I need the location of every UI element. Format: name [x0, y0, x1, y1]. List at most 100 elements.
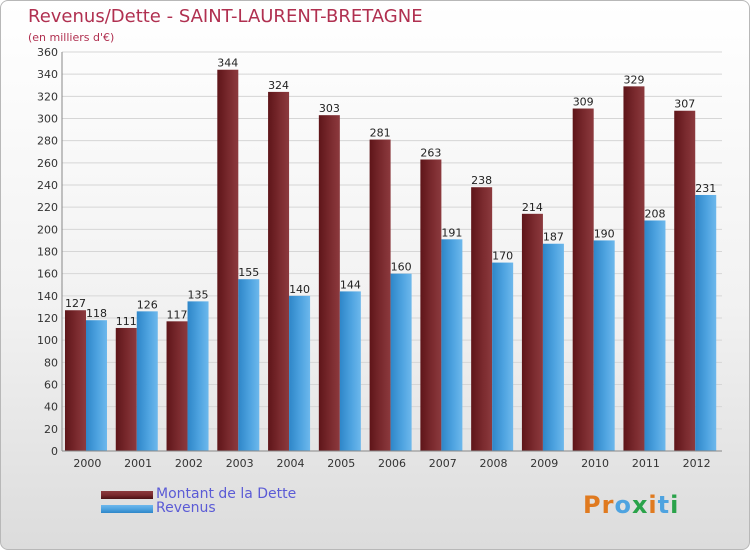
data-label-dette: 324: [268, 79, 289, 92]
y-tick-label: 220: [37, 201, 58, 214]
logo-letter: x: [631, 491, 649, 519]
data-label-dette: 263: [420, 147, 441, 160]
data-label-revenus: 231: [695, 182, 716, 195]
proxiti-logo[interactable]: Proxiti: [583, 491, 679, 519]
data-label-dette: 303: [319, 102, 340, 115]
y-tick-label: 0: [51, 445, 58, 458]
bar-dette: [471, 187, 493, 451]
logo-letter: i: [670, 491, 680, 519]
bar-dette: [674, 110, 696, 451]
bar-dette: [166, 321, 188, 451]
bar-dette: [623, 86, 645, 451]
data-label-dette: 238: [471, 174, 492, 187]
x-tick-label: 2005: [327, 457, 355, 470]
legend-swatch-dette: [101, 491, 153, 499]
y-tick-label: 340: [37, 68, 58, 81]
logo-letter: o: [614, 491, 632, 519]
y-tick-label: 240: [37, 179, 58, 192]
y-tick-label: 200: [37, 223, 58, 236]
y-tick-label: 300: [37, 113, 58, 126]
x-tick-label: 2006: [378, 457, 406, 470]
bar-revenus: [542, 243, 564, 451]
data-label-dette: 117: [167, 308, 188, 321]
logo-letter: t: [657, 491, 671, 519]
data-label-dette: 214: [522, 201, 543, 214]
data-label-revenus: 126: [137, 298, 158, 311]
x-tick-label: 2007: [429, 457, 457, 470]
data-label-revenus: 135: [188, 288, 209, 301]
bar-revenus: [187, 301, 209, 451]
y-tick-label: 160: [37, 268, 58, 281]
logo-letter: P: [583, 491, 602, 519]
y-axis: 0 20 40 60 80 100 120 140 160 180 200 220 240 260 280 3…: [37, 46, 63, 458]
bar-dette: [521, 213, 543, 451]
bar-revenus: [441, 239, 463, 451]
bar-dette: [318, 115, 340, 452]
x-tick-label: 2011: [632, 457, 660, 470]
x-tick-label: 2004: [276, 457, 304, 470]
data-label-dette: 307: [674, 98, 695, 111]
legend-label-revenus: Revenus: [156, 500, 216, 516]
bar-dette: [115, 327, 137, 451]
x-tick-label: 2012: [683, 457, 711, 470]
y-tick-label: 60: [44, 379, 58, 392]
bar-revenus: [289, 295, 311, 451]
bar-dette: [420, 159, 442, 451]
y-tick-label: 80: [44, 356, 58, 369]
x-tick-label: 2000: [73, 457, 101, 470]
y-tick-label: 40: [44, 401, 58, 414]
bar-revenus: [238, 279, 260, 451]
data-label-dette: 127: [65, 297, 86, 310]
data-label-revenus: 160: [391, 261, 412, 274]
data-label-revenus: 118: [86, 307, 107, 320]
data-label-revenus: 140: [289, 283, 310, 296]
logo-letter: r: [601, 491, 615, 519]
data-label-dette: 111: [116, 315, 137, 328]
bar-dette: [217, 69, 239, 451]
data-label-dette: 309: [573, 96, 594, 109]
x-axis: 2000 2001 2002 2003 2004 2005 2006 2007 2008 2009…: [62, 450, 722, 470]
bar-revenus: [390, 273, 412, 451]
x-tick-label: 2009: [530, 457, 558, 470]
y-tick-label: 280: [37, 135, 58, 148]
bar-dette: [65, 310, 86, 451]
data-label-revenus: 191: [441, 226, 462, 239]
logo-letter: i: [648, 491, 658, 519]
bar-revenus: [136, 311, 158, 451]
x-tick-label: 2003: [226, 457, 254, 470]
bar-revenus: [593, 240, 615, 451]
bar-revenus: [695, 194, 717, 451]
data-label-revenus: 155: [238, 266, 259, 279]
bar-revenus: [86, 320, 107, 451]
chart-title: Revenus/Dette - SAINT-LAURENT-BRETAGNE: [28, 6, 423, 27]
y-tick-label: 140: [37, 290, 58, 303]
y-tick-label: 20: [44, 423, 58, 436]
y-tick-label: 180: [37, 246, 58, 259]
y-tick-label: 360: [37, 46, 58, 59]
x-tick-label: 2001: [124, 457, 152, 470]
data-label-dette: 344: [217, 57, 238, 70]
bar-revenus: [644, 220, 666, 451]
legend-label-dette: Montant de la Dette: [156, 486, 297, 502]
bar-revenus: [339, 291, 361, 451]
bar-dette: [268, 91, 290, 452]
data-label-revenus: 170: [492, 250, 513, 263]
data-label-revenus: 187: [543, 231, 564, 244]
data-label-revenus: 190: [594, 227, 615, 240]
y-tick-label: 120: [37, 312, 58, 325]
x-tick-label: 2008: [480, 457, 508, 470]
x-tick-label: 2002: [175, 457, 203, 470]
y-tick-label: 100: [37, 334, 58, 347]
y-tick-label: 260: [37, 157, 58, 170]
data-label-revenus: 144: [340, 278, 361, 291]
x-tick-label: 2010: [581, 457, 609, 470]
data-label-dette: 329: [623, 73, 644, 86]
y-tick-label: 320: [37, 90, 58, 103]
chart-subtitle: (en milliers d'€): [28, 31, 115, 44]
data-label-dette: 281: [370, 127, 391, 140]
bar-dette: [572, 108, 594, 452]
bar-dette: [369, 139, 391, 451]
